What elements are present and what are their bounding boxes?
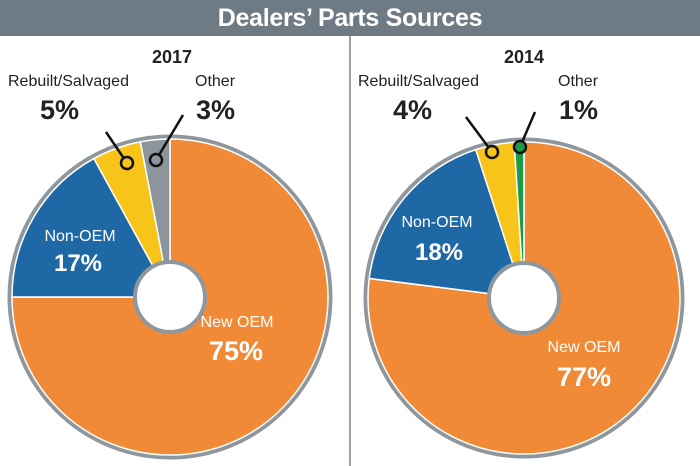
label-nonoem-2014: Non-OEM — [401, 214, 472, 231]
value-rebuilt-2017: 5% — [40, 95, 79, 125]
pie-hole-2017 — [133, 260, 207, 334]
label-newoem-2017: New OEM — [201, 314, 274, 331]
value-nonoem-2017: 17% — [54, 250, 102, 277]
label-nonoem-2017: Non-OEM — [44, 228, 115, 245]
chart-title-2017: 2017 — [152, 47, 192, 67]
callout-dot-other-2014 — [512, 139, 528, 155]
label-rebuilt-2017: Rebuilt/Salvaged — [8, 73, 129, 90]
pie-hole-2014 — [487, 261, 561, 335]
chart-divider — [349, 36, 351, 466]
label-other-2017: Other — [195, 73, 236, 90]
callout-dot-rebuilt-2014 — [484, 144, 500, 160]
value-newoem-2017: 75% — [209, 336, 263, 366]
value-rebuilt-2014: 4% — [393, 95, 432, 125]
value-other-2014: 1% — [559, 95, 598, 125]
callout-line-rebuilt-2014 — [464, 116, 494, 153]
label-other-2014: Other — [558, 73, 599, 90]
pie-slice-non-oem-2014 — [368, 148, 526, 299]
callout-line-other-2017 — [154, 114, 185, 161]
pie-slice-non-oem-2017 — [11, 157, 172, 298]
chart-title-2014: 2014 — [504, 47, 544, 67]
pie-slices-2014 — [367, 141, 681, 455]
pie-slice-new-oem-2014 — [367, 141, 681, 455]
label-newoem-2014: New OEM — [548, 339, 621, 356]
callout-dot-rebuilt-2017 — [119, 155, 135, 171]
pie-chart-2017: 2017 Rebuilt/Salvaged 5% Other 3% Non-OE… — [7, 47, 333, 460]
value-newoem-2014: 77% — [557, 362, 611, 392]
label-rebuilt-2014: Rebuilt/Salvaged — [358, 73, 479, 90]
callout-dot-other-2017 — [148, 152, 164, 168]
value-nonoem-2014: 18% — [415, 239, 463, 266]
pie-chart-2014: 2014 Rebuilt/Salvaged 4% Other 1% Non-OE… — [358, 47, 685, 459]
value-other-2017: 3% — [196, 95, 235, 125]
figure-title: Dealers’ Parts Sources — [0, 0, 700, 36]
